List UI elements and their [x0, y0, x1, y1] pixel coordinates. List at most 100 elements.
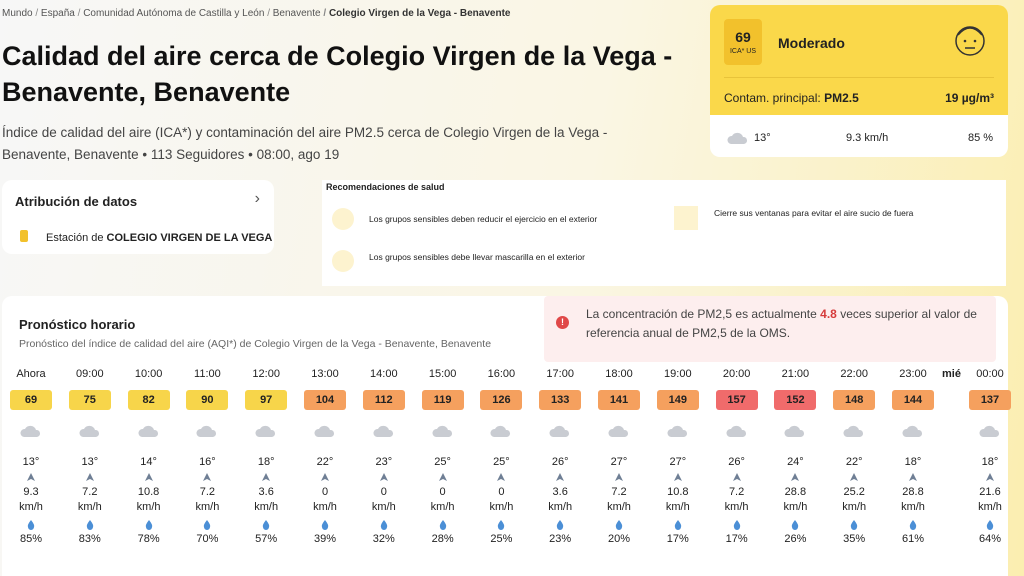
hour-time: 12:00 — [252, 368, 280, 380]
alert-text: La concentración de PM2,5 es actualmente… — [586, 305, 986, 343]
aqi-pill: 69 — [10, 390, 52, 410]
icon — [986, 473, 994, 481]
station-name: COLEGIO VIRGEN DE LA VEGA — [106, 232, 273, 244]
wind-unit: km/h — [254, 501, 279, 513]
weather-icon — [241, 424, 291, 440]
icon — [379, 473, 388, 481]
weather-icon — [829, 424, 879, 440]
hour-wind: 25.2 — [843, 486, 865, 498]
icon — [791, 473, 800, 481]
hour-temp: 14° — [140, 456, 157, 468]
day-marker: mié — [942, 368, 961, 380]
breadcrumb-link[interactable]: España — [33, 8, 75, 19]
hour-temp: 25° — [434, 456, 451, 468]
summary-card: 69 ICA* US Moderado Contam. principal: P… — [710, 5, 1008, 157]
hour-temp: 18° — [257, 456, 275, 468]
icon — [204, 520, 211, 530]
humidity: 85 % — [968, 132, 994, 144]
hour-wind: 3.6 — [258, 486, 274, 498]
aqi-pill: 90 — [186, 390, 229, 410]
icon — [615, 520, 623, 530]
hour-humidity: 57% — [255, 533, 278, 545]
weather-icon — [965, 424, 1015, 440]
wind-icon — [124, 472, 174, 484]
icon — [615, 473, 623, 481]
wind-unit: km/h — [901, 501, 925, 513]
wind-unit: km/h — [783, 501, 808, 513]
hour-humidity: 70% — [196, 533, 219, 545]
icon — [373, 425, 393, 437]
attribution-title: Atribución de datos — [15, 194, 138, 209]
attribution-card[interactable]: Atribución de datos › Estación de COLEGI… — [2, 180, 274, 254]
icon — [138, 425, 158, 437]
alert-icon: ! — [556, 316, 569, 329]
icon — [255, 425, 276, 437]
icon — [432, 425, 452, 437]
icon — [20, 425, 41, 437]
hour-wind: 10.8 — [667, 486, 689, 498]
breadcrumb: MundoEspañaComunidad Autónoma de Castill… — [2, 8, 510, 19]
hour-humidity: 35% — [843, 533, 866, 545]
icon — [979, 425, 1000, 437]
hour-time: 15:00 — [428, 368, 457, 380]
icon — [963, 39, 967, 43]
icon — [608, 425, 629, 437]
icon — [145, 520, 152, 530]
icon — [556, 473, 565, 481]
icon — [380, 520, 387, 530]
icon — [262, 520, 270, 530]
hour-column: 22:00 148 22° 25.2 km/h 35% — [829, 368, 879, 545]
icon — [86, 520, 93, 530]
icon — [86, 520, 93, 530]
breadcrumb-link[interactable]: Colegio Virgen de la Vega - Benavente — [321, 8, 511, 19]
hour-temp: 18° — [981, 456, 999, 468]
icon — [262, 520, 270, 530]
hour-wind: 0 — [321, 486, 329, 498]
aqi-pill: 149 — [656, 390, 699, 410]
humidity-icon — [712, 519, 762, 531]
icon — [27, 520, 35, 530]
health-title: Recomendaciones de salud — [326, 182, 445, 192]
wind-unit: km/h — [607, 501, 631, 513]
hour-temp: 27° — [610, 456, 628, 468]
wind-unit: km/h — [136, 501, 161, 513]
icon — [203, 473, 212, 481]
icon — [733, 520, 740, 530]
icon — [373, 425, 393, 437]
face-icon — [955, 26, 985, 56]
hour-humidity: 17% — [666, 533, 689, 545]
aqi-pill: 97 — [245, 390, 288, 410]
health-icon — [674, 206, 698, 230]
breadcrumb-link[interactable]: Comunidad Autónoma de Castilla y León — [75, 8, 265, 19]
aqi-value: 69 — [735, 29, 751, 45]
hour-time: 14:00 — [370, 368, 398, 380]
icon — [379, 473, 388, 481]
hour-column: 23:00 144 18° 28.8 km/h 61% — [888, 368, 938, 545]
icon — [902, 425, 923, 437]
icon — [262, 473, 271, 481]
hour-humidity: 64% — [978, 533, 1002, 545]
hour-temp: 16° — [199, 456, 216, 468]
hour-column: 00:00 137 18° 21.6 km/h 64% — [965, 368, 1015, 545]
icon — [674, 520, 681, 530]
breadcrumb-link[interactable]: Benavente — [264, 8, 320, 19]
icon — [732, 473, 741, 481]
wind-unit: km/h — [978, 501, 1002, 513]
wind-unit: km/h — [665, 501, 690, 513]
wind-icon — [653, 472, 703, 484]
wind-icon — [6, 472, 56, 484]
breadcrumb-link[interactable]: Mundo — [2, 8, 33, 19]
humidity-icon — [535, 519, 585, 531]
icon — [314, 425, 335, 437]
humidity-icon — [829, 519, 879, 531]
icon — [438, 473, 447, 481]
icon — [314, 425, 335, 437]
aqi-pill: 126 — [480, 390, 523, 410]
health-item: Cierre sus ventanas para evitar el aire … — [714, 208, 914, 218]
hour-column: 17:00 133 26° 3.6 km/h 23% — [535, 368, 585, 545]
wind-icon — [65, 472, 115, 484]
forecast-panel: Pronóstico horario Pronóstico del índice… — [2, 296, 1011, 576]
weather-icon — [888, 424, 938, 440]
hour-temp: 23° — [375, 456, 393, 468]
